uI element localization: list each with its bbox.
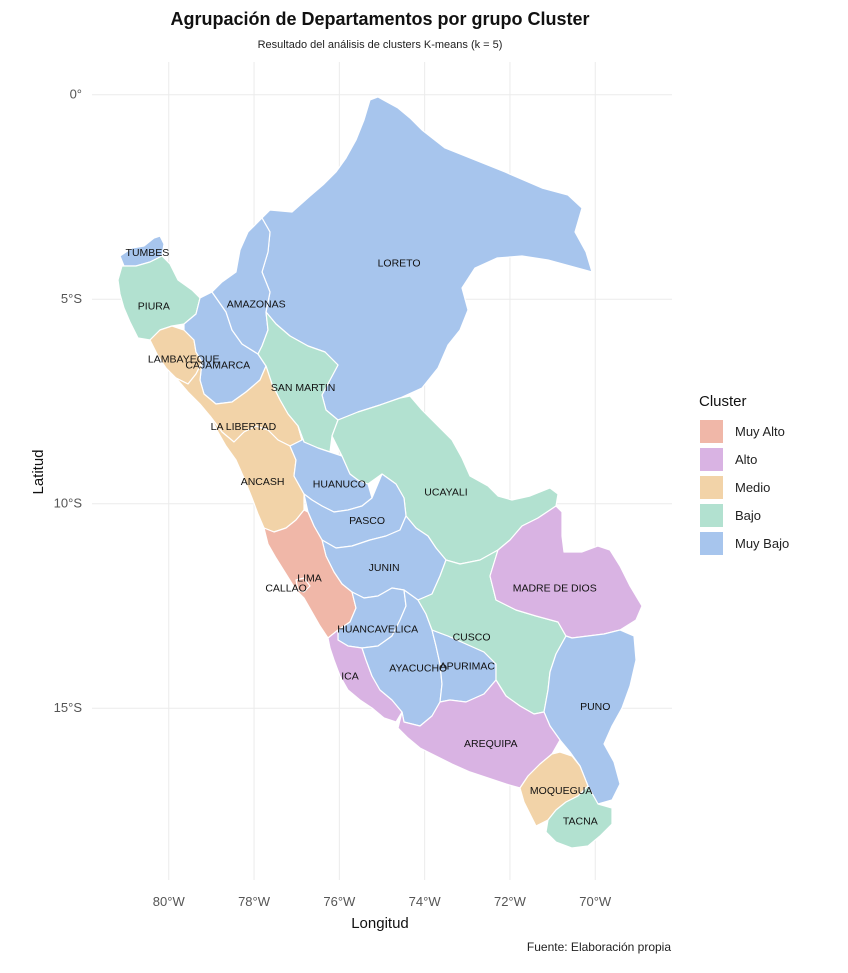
map-regions	[117, 96, 643, 849]
region-label-arequipa: AREQUIPA	[464, 738, 517, 750]
region-label-la-libertad: LA LIBERTAD	[211, 421, 277, 433]
region-label-huancavelica: HUANCAVELICA	[337, 623, 418, 635]
region-label-apurimac: APURIMAC	[440, 660, 496, 672]
region-label-san-martin: SAN MARTIN	[271, 382, 336, 394]
region-label-junin: JUNIN	[369, 562, 400, 574]
chart-title: Agrupación de Departamentos por grupo Cl…	[170, 9, 589, 29]
x-tick-label: 70°W	[579, 894, 612, 909]
region-label-ica: ICA	[341, 671, 359, 683]
region-label-puno: PUNO	[580, 701, 610, 713]
y-tick-label: 15°S	[54, 700, 83, 715]
region-label-callao: CALLAO	[265, 583, 306, 595]
legend-swatch-muy-bajo	[700, 532, 723, 555]
axis-ticks: 80°W 78°W 76°W 74°W 72°W 70°W 0° 5°S 10°S 15°S	[54, 87, 612, 909]
legend-title: Cluster	[699, 393, 747, 410]
legend-swatch-bajo	[700, 504, 723, 527]
legend-label-alto: Alto	[735, 452, 757, 467]
x-tick-label: 78°W	[238, 894, 271, 909]
region-arequipa	[397, 679, 561, 789]
region-label-lambayeque: LAMBAYEQUE	[148, 354, 220, 366]
legend-swatch-alto	[700, 448, 723, 471]
x-axis-title: Longitud	[351, 915, 409, 932]
region-label-loreto: LORETO	[378, 257, 421, 269]
region-label-cajamarca: CAJAMARCA	[185, 360, 250, 372]
region-label-ayacucho: AYACUCHO	[389, 662, 447, 674]
x-tick-label: 76°W	[323, 894, 356, 909]
legend-label-medio: Medio	[735, 480, 770, 495]
region-label-cusco: CUSCO	[453, 632, 491, 644]
legend-swatch-medio	[700, 476, 723, 499]
region-amazonas	[211, 217, 271, 355]
legend-label-bajo: Bajo	[735, 508, 761, 523]
legend: Cluster Muy Alto Alto Medio Bajo Muy Bajo	[699, 393, 789, 555]
region-label-tacna: TACNA	[563, 816, 598, 828]
y-axis-title: Latitud	[30, 449, 47, 494]
region-label-moquegua: MOQUEGUA	[530, 785, 592, 797]
legend-label-muy-bajo: Muy Bajo	[735, 536, 789, 551]
x-tick-label: 72°W	[494, 894, 527, 909]
region-label-amazonas: AMAZONAS	[227, 298, 286, 310]
y-tick-label: 10°S	[54, 496, 83, 511]
region-label-ucayali: UCAYALI	[424, 486, 467, 498]
region-callao	[295, 577, 311, 593]
chart-subtitle: Resultado del análisis de clusters K-mea…	[258, 39, 503, 51]
region-label-lima: LIMA	[297, 572, 322, 584]
y-tick-label: 0°	[70, 87, 82, 102]
legend-swatch-muy-alto	[700, 420, 723, 443]
region-label-pasco: PASCO	[349, 515, 385, 527]
region-label-huanuco: HUANUCO	[313, 478, 366, 490]
legend-label-muy-alto: Muy Alto	[735, 424, 785, 439]
region-madre-de-dios	[489, 505, 643, 639]
x-tick-label: 80°W	[153, 894, 186, 909]
region-label-piura: PIURA	[138, 300, 170, 312]
y-tick-label: 5°S	[61, 291, 82, 306]
region-tacna	[545, 785, 613, 849]
region-label-tumbes: TUMBES	[126, 247, 170, 259]
caption: Fuente: Elaboración propia	[527, 940, 671, 954]
region-label-ancash: ANCASH	[241, 476, 285, 488]
x-tick-label: 74°W	[409, 894, 442, 909]
region-label-madre-de-dios: MADRE DE DIOS	[513, 583, 597, 595]
